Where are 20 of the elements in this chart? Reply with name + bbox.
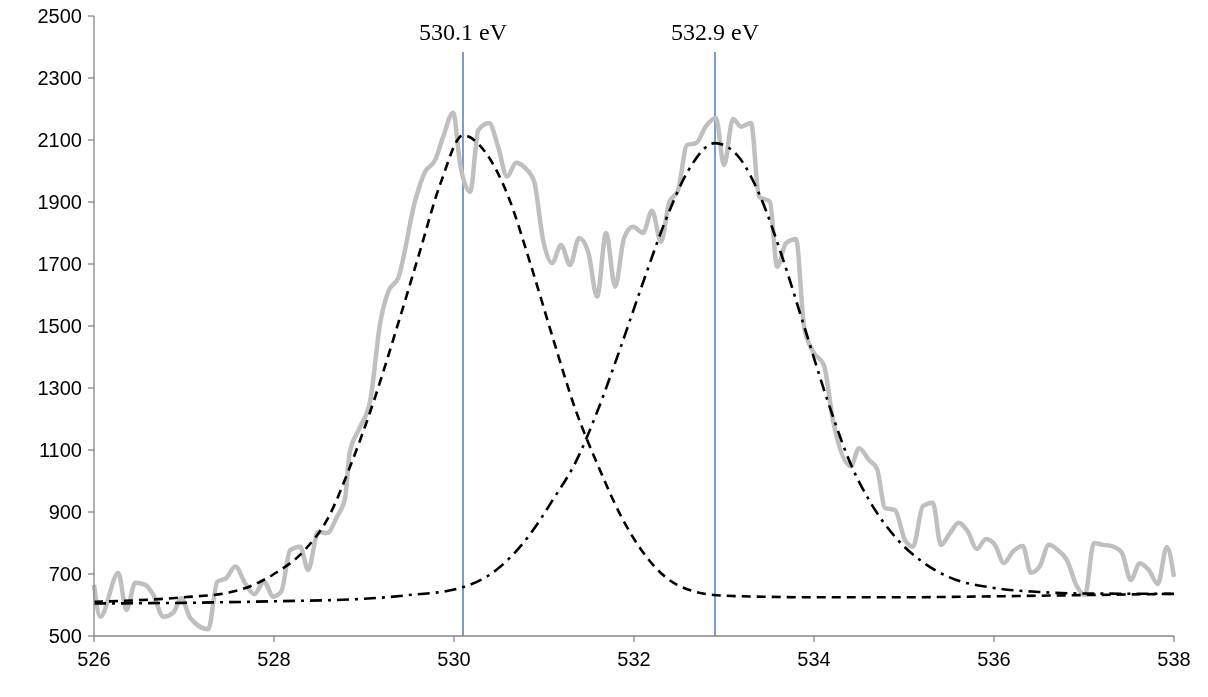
x-tick-label: 538 [1157,648,1191,670]
x-tick-label: 528 [257,648,291,670]
x-tick-label: 536 [977,648,1011,670]
y-tick-label: 1500 [37,315,82,337]
x-tick-label: 532 [617,648,651,670]
y-tick-label: 2500 [37,5,82,27]
y-tick-label: 1300 [37,377,82,399]
y-tick-label: 1900 [37,191,82,213]
ref-line-label: 532.9 eV [671,19,760,45]
y-tick-label: 700 [48,563,82,585]
y-tick-label: 500 [48,625,82,647]
ref-line-label: 530.1 eV [419,19,508,45]
y-tick-label: 1700 [37,253,82,275]
y-tick-label: 900 [48,501,82,523]
x-tick-label: 526 [77,648,111,670]
x-tick-label: 530 [437,648,471,670]
y-tick-label: 2300 [37,67,82,89]
y-tick-label: 1100 [38,439,82,461]
y-tick-label: 2100 [37,129,82,151]
x-tick-label: 534 [797,648,831,670]
